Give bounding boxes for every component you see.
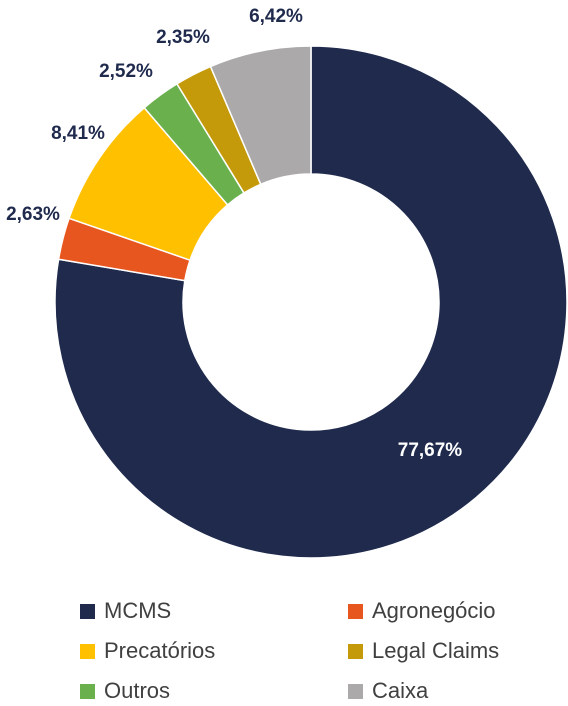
legend-label: MCMS <box>104 598 172 623</box>
legend-swatch <box>348 643 363 659</box>
legend-label: Legal Claims <box>372 638 500 663</box>
legend-item-outros: Outros <box>80 676 348 706</box>
legend-item-legal-claims: Legal Claims <box>348 636 548 666</box>
legend-label: Caixa <box>372 678 429 703</box>
data-label-legal-claims: 2,35% <box>156 27 210 48</box>
donut-slices <box>54 45 568 559</box>
legend-label: Agronegócio <box>372 598 496 623</box>
data-labels: 77,67% 2,63% 8,41% 2,52%2,35% 6,42% <box>6 6 462 461</box>
data-label-agronegocio: 2,63% <box>6 204 60 225</box>
legend-item-precatorios: Precatórios <box>80 636 348 666</box>
slice-mcms <box>54 45 568 559</box>
legend-item-agronegocio: Agronegócio <box>348 596 548 626</box>
legend-label: Precatórios <box>104 638 216 663</box>
data-label-caixa: 6,42% <box>249 6 303 27</box>
legend-swatch <box>348 683 363 699</box>
data-label-outros: 2,52% <box>99 61 153 82</box>
legend-item-mcms: MCMS <box>80 596 348 626</box>
donut-chart: 77,67% 2,63% 8,41% 2,52%2,35% 6,42% <box>6 6 568 559</box>
legend-swatch <box>80 683 95 699</box>
legend: MCMS Agronegócio Precatórios Legal Claims Ou… <box>80 596 550 706</box>
legend-swatch <box>80 643 95 659</box>
data-label-mcms: 77,67% <box>398 440 463 461</box>
legend-label: Outros <box>104 678 171 703</box>
slice-caixa <box>209 45 312 186</box>
data-label-precatorios: 8,41% <box>51 123 105 144</box>
legend-item-caixa: Caixa <box>348 676 548 706</box>
legend-swatch <box>80 603 95 619</box>
legend-swatch <box>348 603 363 619</box>
